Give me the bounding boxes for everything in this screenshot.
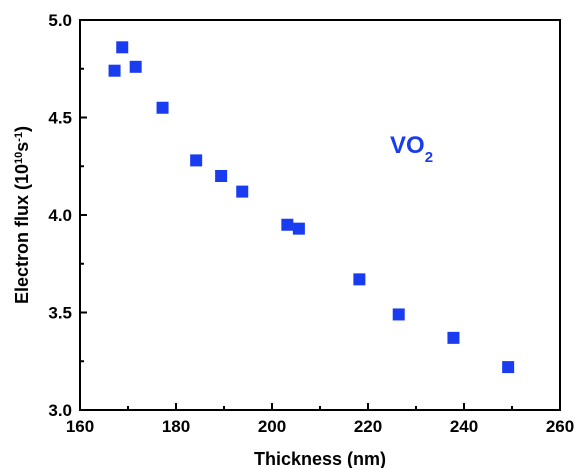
data-point	[392, 308, 405, 321]
x-axis-ticks: 160 180 200 220 240 260	[66, 403, 574, 436]
annotation-base: VO	[390, 132, 425, 159]
data-point	[108, 64, 121, 77]
x-axis-title: Thickness (nm)	[254, 449, 386, 468]
data-point	[116, 41, 129, 54]
x-tick-label: 240	[450, 417, 478, 436]
x-tick-label: 180	[162, 417, 190, 436]
y-tick-label: 5.0	[48, 11, 72, 30]
data-point	[129, 60, 142, 73]
y-tick-label: 3.5	[48, 304, 72, 323]
y-axis-title-suffix: )	[12, 126, 32, 132]
data-point	[281, 218, 294, 231]
data-point	[156, 101, 169, 114]
y-axis-title-prefix: Electron flux (10	[12, 164, 32, 304]
data-point	[447, 331, 460, 344]
y-tick-label: 3.0	[48, 401, 72, 420]
y-axis-title-mid: s	[12, 142, 32, 152]
data-point	[353, 273, 366, 286]
vo2-annotation: VO2	[390, 132, 433, 166]
data-point	[215, 170, 228, 182]
x-tick-label: 260	[546, 417, 574, 436]
y-tick-label: 4.5	[48, 109, 72, 128]
y-tick-label: 4.0	[48, 206, 72, 225]
data-point	[502, 361, 515, 374]
data-point	[190, 154, 203, 167]
x-tick-label: 200	[258, 417, 286, 436]
plot-frame	[79, 19, 561, 411]
y-axis-title-sup1: 10	[13, 152, 25, 164]
annotation-subscript: 2	[425, 149, 433, 166]
y-axis-title: Electron flux (1010s-1)	[12, 126, 32, 304]
data-point	[236, 185, 249, 198]
y-axis-title-sup2: -1	[13, 132, 25, 142]
data-points	[108, 41, 515, 374]
y-axis-ticks: 3.0 3.5 4.0 4.5 5.0	[48, 11, 87, 420]
x-tick-label: 220	[354, 417, 382, 436]
data-point	[292, 222, 305, 235]
x-tick-label: 160	[66, 417, 94, 436]
